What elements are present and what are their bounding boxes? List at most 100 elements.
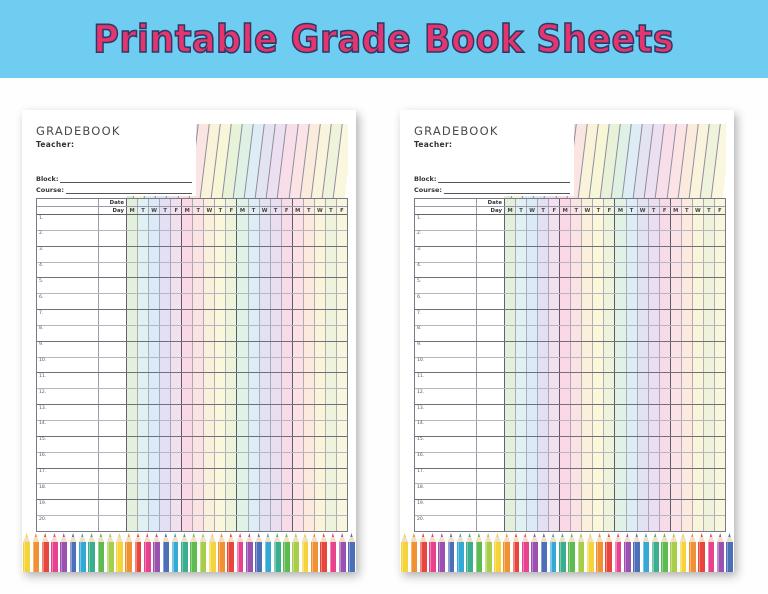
grade-cell[interactable] [604,230,616,246]
grade-cell[interactable] [160,262,172,278]
grade-cell[interactable] [193,294,205,310]
grade-cell[interactable] [259,468,271,484]
grade-cell[interactable] [527,373,539,389]
date-cell-16[interactable] [292,199,304,206]
grade-cell[interactable] [138,230,150,246]
grade-cell[interactable] [270,468,282,484]
grade-cell[interactable] [648,215,660,230]
grade-cell[interactable] [182,373,194,389]
grade-cell[interactable] [127,484,139,500]
grade-cell[interactable] [138,357,150,373]
student-row-number[interactable]: 12. [415,389,477,405]
grade-cell[interactable] [549,278,561,294]
grade-cell[interactable] [538,452,550,468]
grade-cell[interactable] [549,373,561,389]
grade-cell[interactable] [215,436,227,452]
grade-cell[interactable] [681,405,693,420]
grade-cell[interactable] [182,484,194,500]
grade-cell[interactable] [248,420,260,436]
grade-cell[interactable] [193,516,205,531]
grade-cell[interactable] [171,310,183,325]
grade-cell[interactable] [670,436,682,452]
grade-cell[interactable] [149,278,161,294]
grade-cell[interactable] [516,373,528,389]
grade-cell[interactable] [281,262,293,278]
grade-cell[interactable] [648,420,660,436]
grade-cell[interactable] [626,484,638,500]
grade-cell[interactable] [193,341,205,357]
grade-cell[interactable] [182,246,194,262]
grade-cell[interactable] [681,310,693,325]
grade-cell[interactable] [314,246,326,262]
grade-cell[interactable] [593,484,605,500]
grade-cell[interactable] [593,230,605,246]
grade-cell[interactable] [204,246,216,262]
grade-cell[interactable] [303,262,315,278]
grade-cell[interactable] [182,436,194,452]
grade-cell[interactable] [637,230,649,246]
grade-cell[interactable] [325,452,337,468]
grade-cell[interactable] [226,452,238,468]
grade-cell[interactable] [582,436,594,452]
grade-cell[interactable] [571,373,583,389]
grade-cell[interactable] [160,278,172,294]
grade-cell[interactable] [193,436,205,452]
grade-cell[interactable] [270,294,282,310]
grade-cell[interactable] [138,341,150,357]
grade-cell[interactable] [648,500,660,516]
grade-cell[interactable] [593,373,605,389]
date-cell-12[interactable] [248,199,260,206]
student-row-number[interactable]: 6. [37,294,99,310]
grade-cell[interactable] [670,500,682,516]
grade-cell[interactable] [182,500,194,516]
grade-cell[interactable] [582,484,594,500]
grade-cell[interactable] [714,420,725,436]
grade-cell[interactable] [303,310,315,325]
student-row-number[interactable]: 11. [415,373,477,389]
student-row-number[interactable]: 2. [37,230,99,246]
grade-cell[interactable] [549,341,561,357]
grade-cell[interactable] [505,373,517,389]
date-cell-7[interactable] [571,199,583,206]
grade-cell[interactable] [281,405,293,420]
grade-cell[interactable] [626,230,638,246]
grade-cell[interactable] [127,294,139,310]
student-row[interactable]: 9. [37,341,347,358]
grade-cell[interactable] [615,246,627,262]
grade-cell[interactable] [538,357,550,373]
grade-cell[interactable] [160,341,172,357]
grade-cell[interactable] [637,294,649,310]
grade-cell[interactable] [270,310,282,325]
grade-cell[interactable] [582,357,594,373]
grade-cell[interactable] [637,420,649,436]
grade-cell[interactable] [160,215,172,230]
grade-cell[interactable] [160,405,172,420]
grade-cell[interactable] [626,262,638,278]
block-field[interactable]: Block: [414,175,570,183]
student-row-number[interactable]: 11. [37,373,99,389]
student-row-number[interactable]: 8. [37,325,99,341]
grade-cell[interactable] [127,246,139,262]
grade-cell[interactable] [571,278,583,294]
grade-cell[interactable] [527,325,539,341]
grade-cell[interactable] [505,230,517,246]
student-row[interactable]: 20. [415,516,725,531]
grade-cell[interactable] [248,246,260,262]
grade-cell[interactable] [637,310,649,325]
grade-cell[interactable] [714,516,725,531]
grade-cell[interactable] [303,215,315,230]
date-cell-20[interactable] [714,199,725,206]
student-row[interactable]: 17. [415,468,725,485]
block-input-rule[interactable] [438,176,570,183]
grade-cell[interactable] [626,436,638,452]
student-row-number[interactable]: 14. [415,420,477,436]
grade-cell[interactable] [659,405,671,420]
student-row[interactable]: 15. [37,436,347,453]
grade-cell[interactable] [281,452,293,468]
grade-cell[interactable] [259,341,271,357]
grade-cell[interactable] [615,278,627,294]
student-row-number[interactable]: 13. [415,405,477,420]
points-cell[interactable] [477,484,505,500]
grade-cell[interactable] [670,341,682,357]
grade-cell[interactable] [692,230,704,246]
